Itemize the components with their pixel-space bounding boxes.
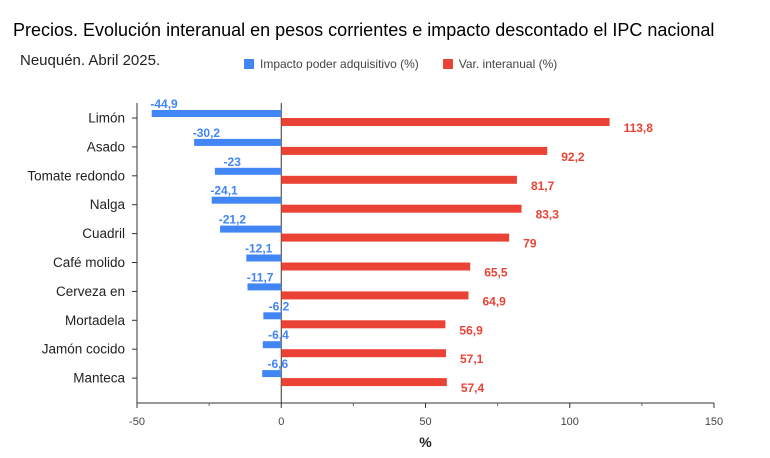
legend-swatch-variacion	[442, 59, 453, 69]
value-label-impacto-cuadril: -21,2	[219, 213, 247, 227]
category-label-jamon-cocido: Jamón cocido	[42, 342, 125, 357]
x-tick-label: 150	[705, 416, 723, 428]
category-label-manteca: Manteca	[73, 371, 125, 386]
value-label-variacion-asado: 92,2	[561, 150, 585, 164]
category-label-cuadril: Cuadril	[82, 226, 125, 241]
value-label-impacto-jamon-cocido: -6,4	[268, 328, 289, 342]
bar-variacion-limon	[281, 118, 610, 126]
bar-impacto-cafe-molido	[246, 254, 282, 262]
bar-variacion-manteca	[281, 378, 447, 387]
category-label-cafe-molido: Café molido	[53, 255, 125, 270]
x-axis-title: %	[419, 434, 432, 450]
value-label-impacto-cafe-molido: -12,1	[245, 242, 273, 256]
value-label-variacion-manteca: 57,4	[461, 381, 485, 395]
bar-impacto-cuadril	[220, 225, 282, 233]
value-label-variacion-cafe-molido: 65,5	[484, 266, 508, 280]
value-label-impacto-cerveza-en: -11,7	[247, 270, 274, 284]
value-label-variacion-nalga: 83,3	[536, 208, 560, 222]
bar-impacto-cerveza-en	[247, 283, 282, 291]
x-tick-label: 50	[419, 416, 431, 428]
bar-variacion-cerveza-en	[281, 291, 469, 300]
legend-label-impacto: Impacto poder adquisitivo (%)	[260, 57, 419, 71]
bar-variacion-mortadela	[281, 320, 446, 329]
bar-variacion-tomate-redondo	[281, 175, 517, 184]
bar-impacto-manteca	[262, 370, 282, 378]
value-label-variacion-cerveza-en: 64,9	[482, 294, 506, 308]
legend-item-impacto: Impacto poder adquisitivo (%)	[244, 57, 419, 71]
value-label-variacion-tomate-redondo: 81,7	[531, 179, 555, 193]
value-label-variacion-cuadril: 79	[523, 237, 537, 251]
bar-impacto-limon	[151, 110, 282, 117]
bar-variacion-jamon-cocido	[281, 349, 446, 358]
value-label-impacto-limon: -44,9	[150, 97, 178, 111]
category-label-limon: Limón	[88, 111, 125, 126]
bar-variacion-asado	[281, 146, 548, 155]
bar-variacion-cafe-molido	[281, 262, 471, 271]
x-tick-label: 0	[278, 416, 284, 428]
bar-impacto-nalga	[211, 196, 282, 204]
legend-label-variacion: Var. interanual (%)	[458, 57, 558, 71]
bar-impacto-jamon-cocido	[262, 341, 282, 349]
chart-subtitle: Neuquén. Abril 2025.	[20, 52, 161, 69]
bar-impacto-asado	[194, 138, 282, 146]
bar-impacto-mortadela	[263, 312, 282, 320]
value-label-variacion-jamon-cocido: 57,1	[460, 352, 484, 366]
category-label-cerveza-en: Cerveza en	[56, 284, 125, 299]
bar-variacion-cuadril	[281, 233, 510, 242]
value-label-impacto-asado: -30,2	[193, 126, 221, 140]
legend-item-variacion: Var. interanual (%)	[442, 57, 558, 71]
bar-variacion-nalga	[281, 204, 522, 213]
value-label-impacto-mortadela: -6,2	[269, 299, 290, 313]
value-label-impacto-tomate-redondo: -23	[224, 155, 242, 169]
legend: Impacto poder adquisitivo (%) Var. inter…	[244, 57, 581, 71]
value-label-variacion-limon: 113,8	[624, 121, 654, 135]
category-label-asado: Asado	[87, 139, 125, 154]
bar-impacto-tomate-redondo	[214, 167, 282, 175]
category-label-mortadela: Mortadela	[65, 313, 126, 328]
category-label-tomate-redondo: Tomate redondo	[27, 168, 125, 183]
x-tick-label: 100	[561, 416, 579, 428]
x-tick-label: -50	[129, 416, 145, 428]
category-label-nalga: Nalga	[90, 197, 126, 212]
legend-swatch-impacto	[244, 59, 254, 69]
value-label-variacion-mortadela: 56,9	[459, 323, 483, 337]
value-label-impacto-manteca: -6,6	[268, 357, 289, 371]
chart-title: Precios. Evolución interanual en pesos c…	[13, 20, 715, 40]
value-label-impacto-nalga: -24,1	[210, 184, 238, 198]
